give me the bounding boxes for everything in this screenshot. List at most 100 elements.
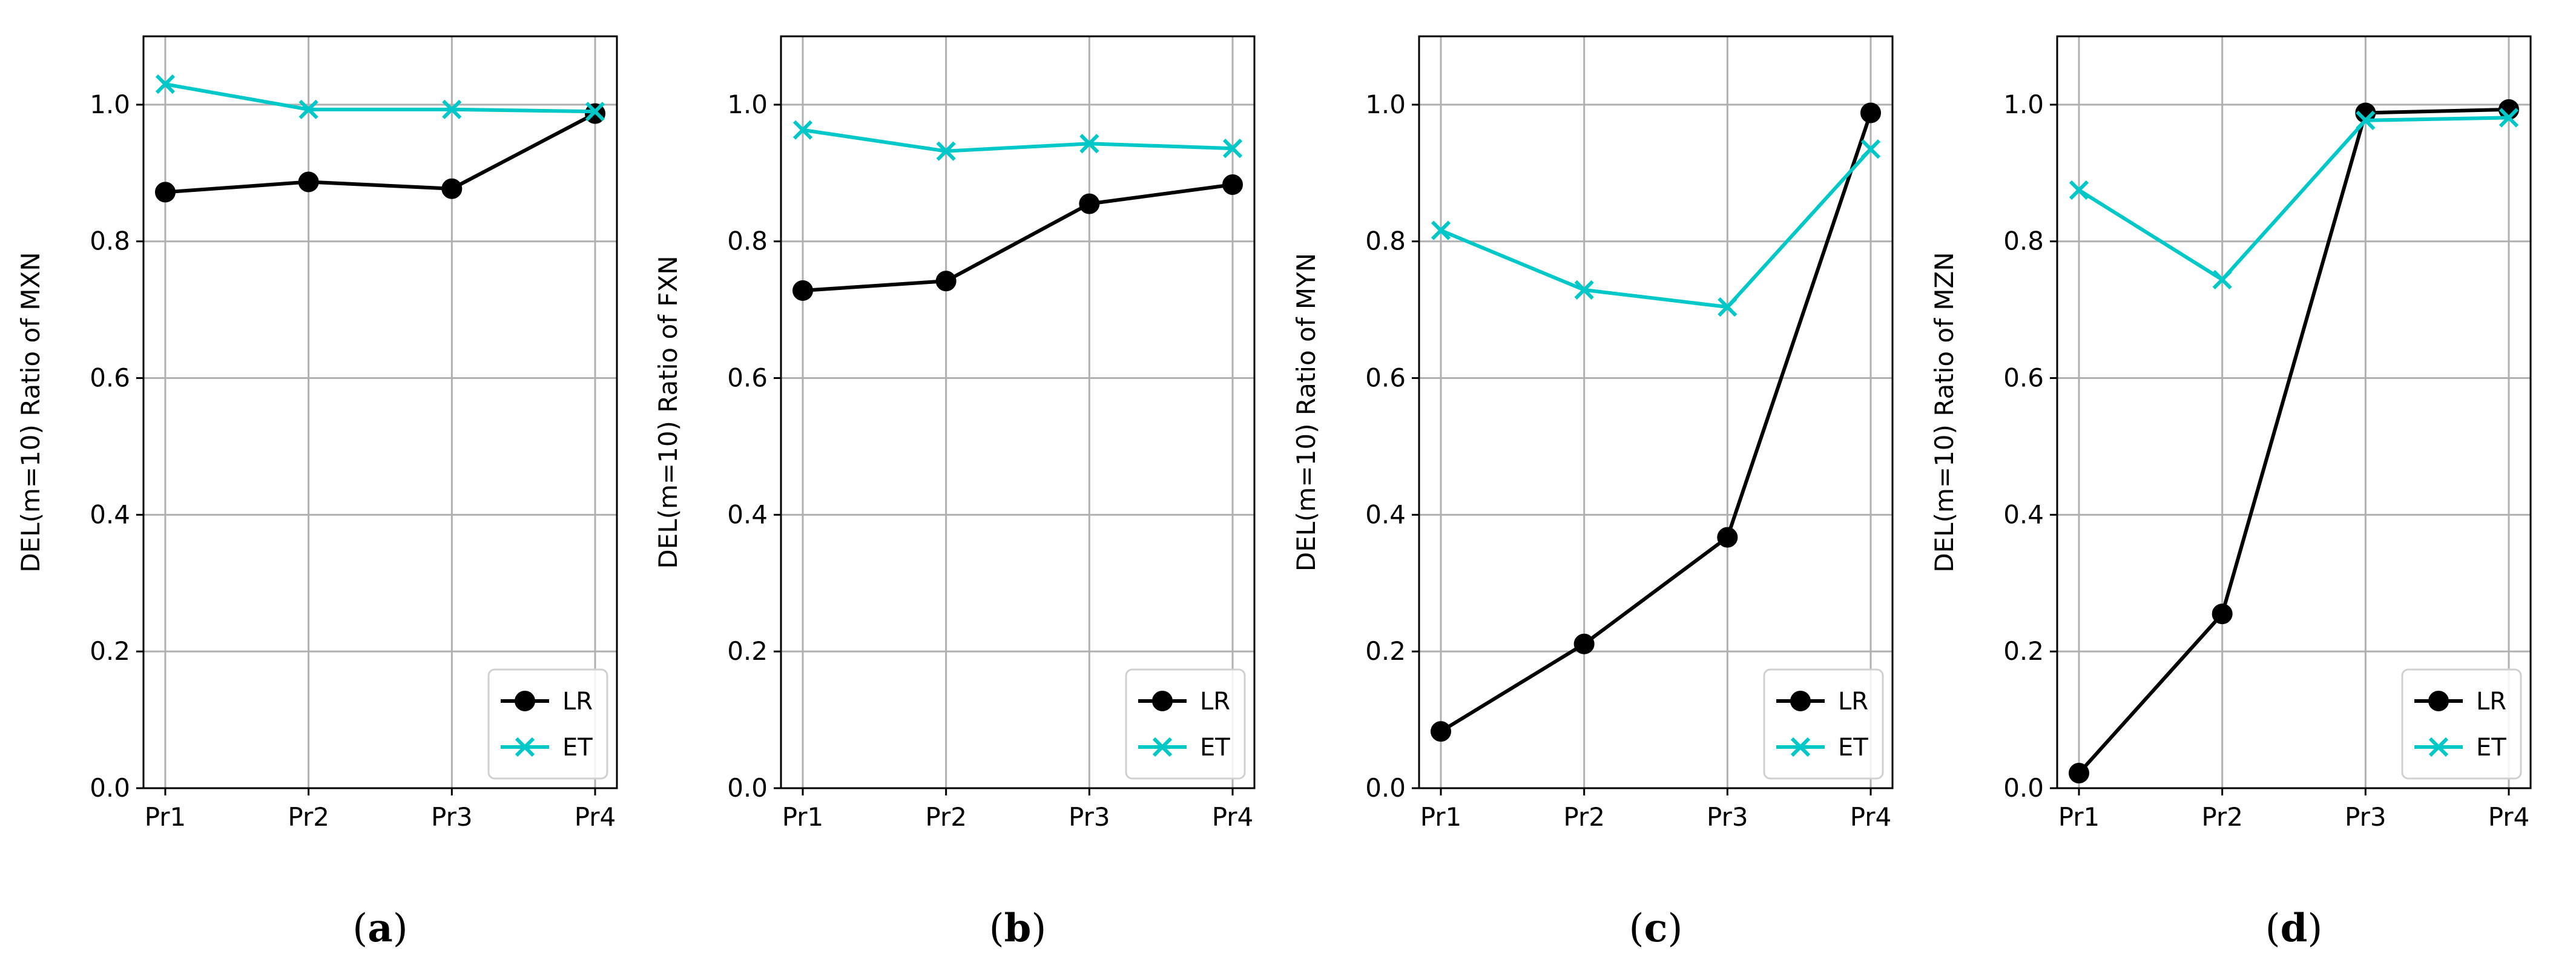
data-point-et-pr3 <box>1079 134 1099 154</box>
y-tick-label: 0.8 <box>90 226 130 256</box>
legend-marker-lr <box>515 691 535 711</box>
y-tick-label: 0.2 <box>727 636 768 666</box>
legend-marker-lr <box>1152 691 1173 711</box>
y-tick-label: 0.0 <box>90 773 130 803</box>
plot-area <box>2057 36 2531 788</box>
legend-marker-et <box>1152 737 1173 757</box>
data-point-et-pr1 <box>792 120 813 140</box>
panel-caption-letter: b <box>1004 906 1032 951</box>
axes-frame <box>142 35 618 789</box>
legend-label-lr: LR <box>1838 688 1868 716</box>
y-tick-label: 0.8 <box>727 226 768 256</box>
x-tick-label: Pr4 <box>1850 802 1892 832</box>
series-line-lr <box>165 111 596 194</box>
y-axis-label: DEL(m=10) Ratio of MZN <box>1929 252 1959 572</box>
data-point-lr-pr4 <box>1222 174 1243 196</box>
data-point-et-pr2 <box>1574 280 1594 300</box>
x-tick-label: Pr3 <box>1069 802 1110 832</box>
series-line-et <box>165 82 596 114</box>
y-tick-label: 0.6 <box>2003 363 2044 393</box>
legend-marker-et <box>1790 737 1811 757</box>
data-point-et-pr4 <box>2499 108 2519 128</box>
y-tick-label: 0.0 <box>727 773 768 803</box>
data-point-et-pr4 <box>585 102 605 122</box>
data-point-lr-pr3 <box>441 178 463 199</box>
legend-marker-et <box>2428 737 2449 757</box>
legend <box>487 668 608 780</box>
y-tick-label: 0.2 <box>1365 636 1406 666</box>
legend-label-et: ET <box>1200 734 1230 762</box>
legend-label-et: ET <box>562 734 593 762</box>
chart-panel-b: 0.0 0.2 0.4 0.6 0.8 1.0 Pr1 Pr2 Pr3 Pr4 DEL(m=10) … <box>653 35 1256 951</box>
y-tick-label: 0.2 <box>2003 636 2044 666</box>
panel-caption: (c) <box>1629 906 1683 951</box>
data-point-lr-pr1 <box>1431 721 1451 742</box>
legend-marker-lr <box>1790 691 1811 711</box>
data-point-et-pr1 <box>2069 180 2089 200</box>
axes-frame <box>780 35 1256 789</box>
data-point-et-pr2 <box>2212 269 2232 290</box>
series-line-et <box>802 128 1233 153</box>
data-point-lr-pr2 <box>1573 633 1595 654</box>
y-tick-label: 1.0 <box>90 90 130 119</box>
data-point-lr-pr2 <box>298 171 319 193</box>
chart-panel-a: 0.0 0.2 0.4 0.6 0.8 1.0 Pr1 Pr2 Pr3 Pr4 DEL(m=10) … <box>16 35 618 951</box>
data-point-et-pr2 <box>936 141 956 161</box>
y-tick-label: 1.0 <box>727 90 768 119</box>
plot-area <box>1419 36 1892 788</box>
legend <box>2401 668 2522 780</box>
x-tick-label: Pr1 <box>2058 802 2100 832</box>
panel-caption: (a) <box>352 906 407 951</box>
series-line-lr <box>802 183 1233 293</box>
x-tick-label: Pr1 <box>782 802 824 832</box>
data-point-et-pr4 <box>1222 139 1243 159</box>
axes-frame <box>2056 35 2532 789</box>
y-tick-label: 0.2 <box>90 636 130 666</box>
panel-caption-letter: a <box>367 906 392 951</box>
legend <box>1125 668 1246 780</box>
legend-label-lr: LR <box>562 688 593 716</box>
y-tick-label: 0.8 <box>2003 226 2044 256</box>
y-tick-label: 0.0 <box>1365 773 1406 803</box>
y-axis-label: DEL(m=10) Ratio of MYN <box>1291 253 1321 571</box>
plot-area <box>781 36 1254 788</box>
legend-label-lr: LR <box>1200 688 1230 716</box>
series-line-et <box>1440 148 1873 309</box>
y-tick-label: 0.0 <box>2003 773 2044 803</box>
data-point-et-pr2 <box>298 99 318 119</box>
data-point-lr-pr1 <box>792 280 813 301</box>
y-tick-label: 0.4 <box>727 499 768 529</box>
legend-marker-lr <box>2428 691 2449 711</box>
x-tick-label: Pr4 <box>2488 802 2530 832</box>
y-tick-label: 0.6 <box>90 363 130 393</box>
panel-caption-letter: d <box>2281 906 2308 951</box>
data-point-lr-pr1 <box>2069 763 2089 784</box>
axes-frame <box>1418 35 1894 789</box>
x-tick-label: Pr2 <box>288 802 329 832</box>
legend-label-et: ET <box>1838 734 1868 762</box>
chart-panel-d: 0.0 0.2 0.4 0.6 0.8 1.0 Pr1 Pr2 Pr3 Pr4 DEL(m=10) … <box>1929 35 2532 951</box>
y-tick-label: 0.6 <box>1365 363 1406 393</box>
panel-caption: (b) <box>989 906 1047 951</box>
plot-area <box>143 36 617 788</box>
series-line-et <box>2078 116 2509 281</box>
legend-marker-et <box>515 737 535 757</box>
data-point-et-pr4 <box>1860 139 1881 159</box>
legend-label-lr: LR <box>2476 688 2506 716</box>
x-tick-label: Pr1 <box>145 802 186 832</box>
x-tick-label: Pr2 <box>925 802 967 832</box>
y-tick-label: 1.0 <box>2003 90 2044 119</box>
series-line-lr <box>1440 112 1873 733</box>
y-tick-label: 0.8 <box>1365 226 1406 256</box>
data-point-et-pr3 <box>1718 297 1738 317</box>
y-tick-label: 1.0 <box>1365 90 1406 119</box>
x-tick-label: Pr3 <box>2345 802 2387 832</box>
legend <box>1763 668 1884 780</box>
y-axis-label: DEL(m=10) Ratio of FXN <box>653 255 683 568</box>
y-tick-label: 0.6 <box>727 363 768 393</box>
x-tick-label: Pr1 <box>1420 802 1462 832</box>
panel-caption-letter: c <box>1644 906 1668 951</box>
data-point-lr-pr3 <box>1717 527 1738 548</box>
y-tick-label: 0.4 <box>90 499 130 529</box>
